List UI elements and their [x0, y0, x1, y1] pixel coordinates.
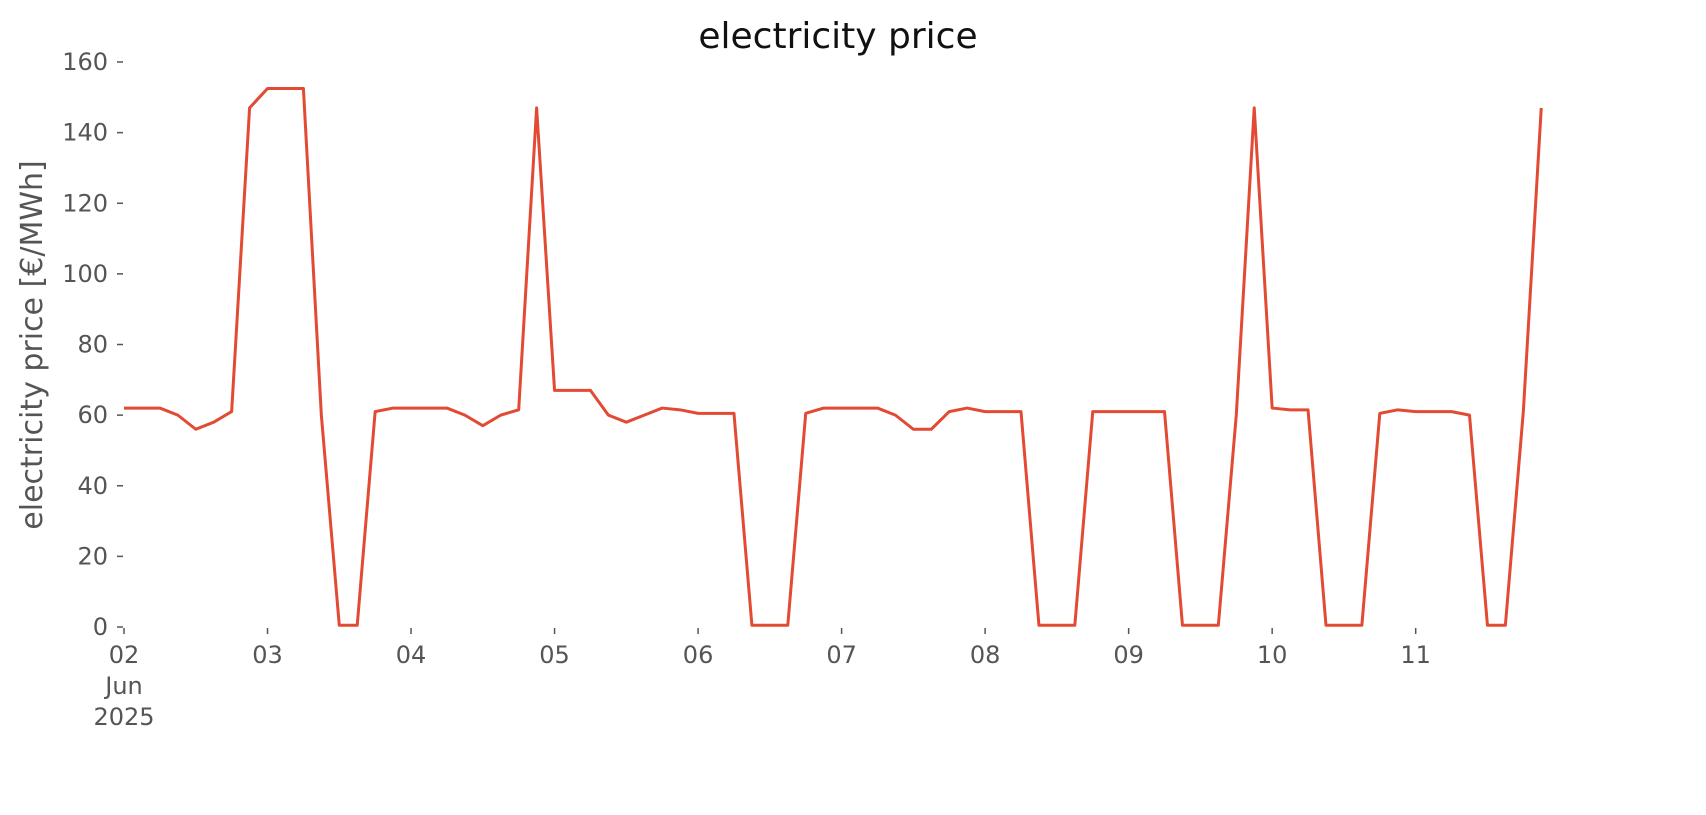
y-tick-label: 40 [77, 472, 108, 500]
y-tick-label: 160 [62, 48, 108, 76]
y-tick-label: 140 [62, 119, 108, 147]
y-tick-label: 60 [77, 401, 108, 429]
y-tick-label: 120 [62, 189, 108, 217]
y-tick-label: 100 [62, 260, 108, 288]
y-tick-label: 80 [77, 331, 108, 359]
x-tick-label: 05 [539, 641, 570, 669]
x-tick-label: 08 [970, 641, 1001, 669]
x-tick-label: 03 [252, 641, 283, 669]
x-tick-label: 07 [826, 641, 857, 669]
y-axis-label: electricity price [€/MWh] [15, 160, 50, 529]
x-tick-label: 10 [1257, 641, 1288, 669]
y-tick-label: 20 [77, 542, 108, 570]
x-tick-label: 04 [396, 641, 427, 669]
x-tick-label: 02 Jun 2025 [93, 641, 154, 731]
y-tick-label: 0 [93, 613, 108, 641]
x-tick-label: 09 [1113, 641, 1144, 669]
price-line [124, 86, 1543, 627]
x-tick-label: 11 [1400, 641, 1431, 669]
chart-title: electricity price [698, 16, 977, 57]
x-tick-label: 06 [683, 641, 714, 669]
